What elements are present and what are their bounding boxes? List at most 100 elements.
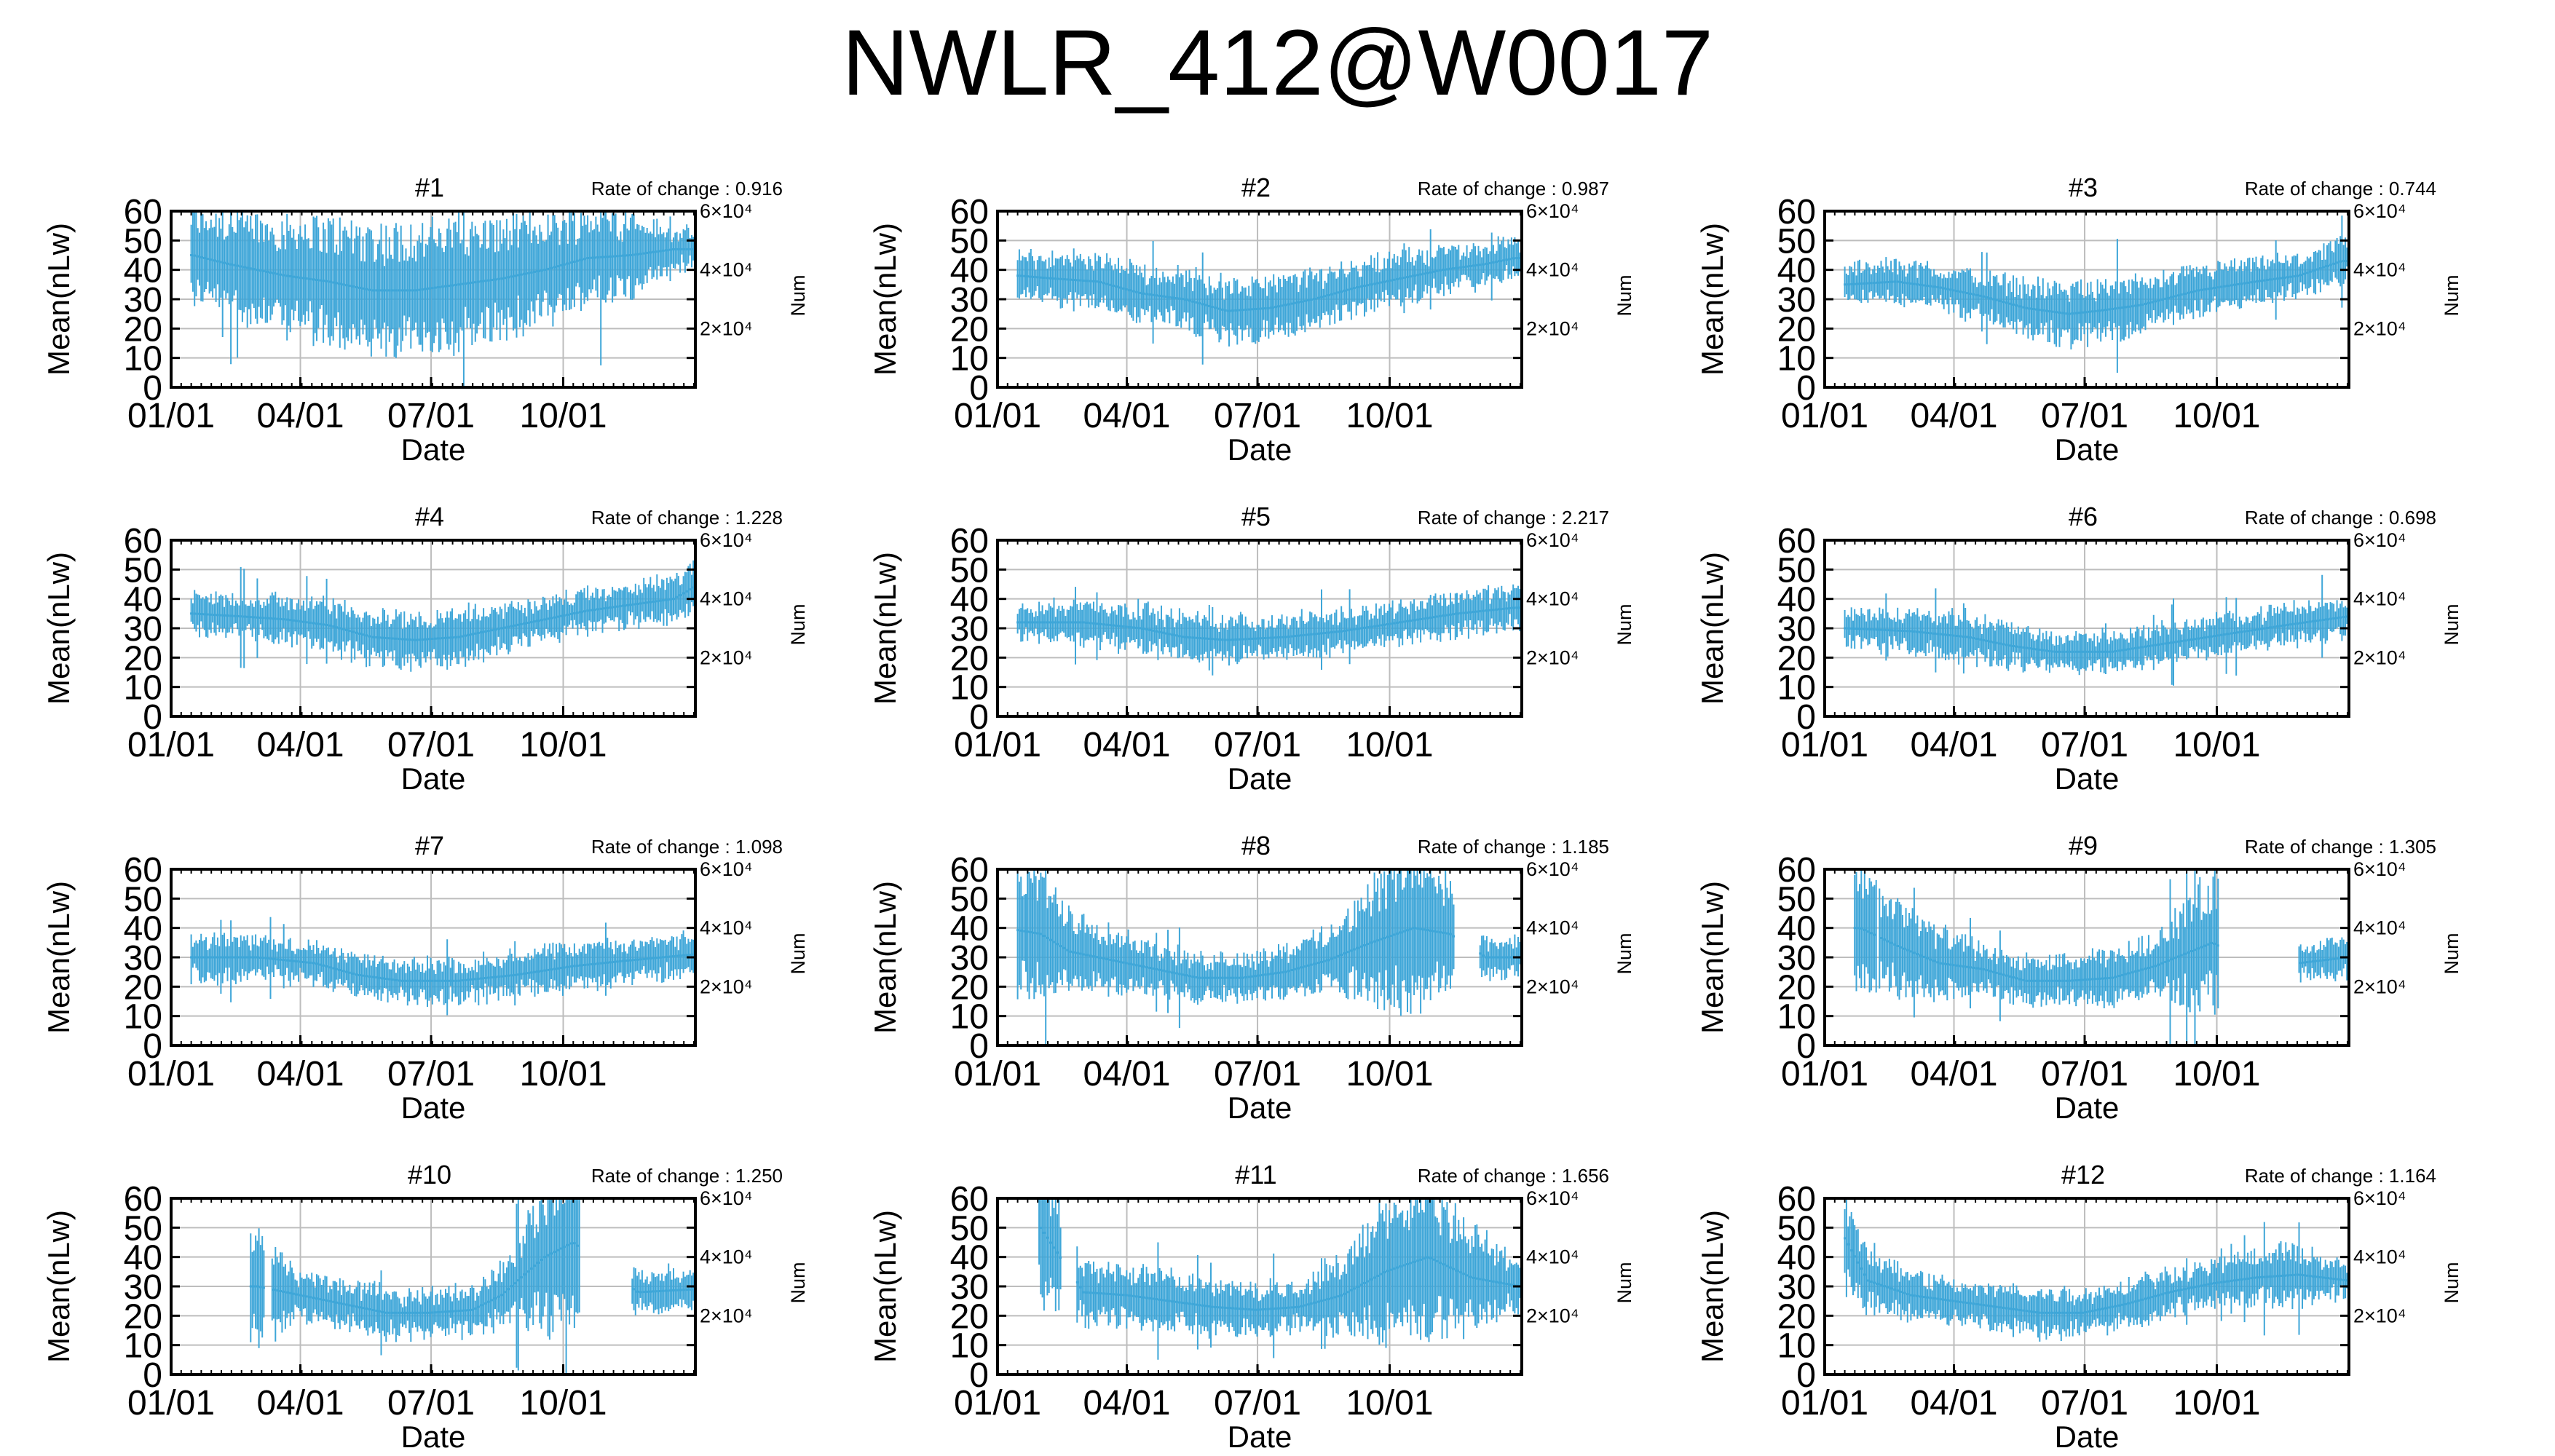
mean-point: [590, 963, 593, 966]
mean-point: [676, 248, 679, 250]
mean-point: [434, 286, 437, 289]
mean-point: [1115, 285, 1118, 288]
mean-point: [1182, 973, 1184, 976]
mean-point: [1201, 637, 1204, 640]
mean-point: [1168, 970, 1171, 973]
mean-point: [583, 610, 585, 613]
mean-point: [2114, 650, 2117, 652]
mean-point: [2326, 264, 2329, 267]
mean-point: [1264, 973, 1267, 976]
mean-point: [1059, 945, 1062, 948]
mean-point: [669, 955, 671, 958]
mean-point: [2250, 629, 2253, 632]
mean-point: [285, 274, 288, 277]
mean-point: [2051, 650, 2054, 653]
mean-point: [424, 979, 427, 982]
mean-point: [1059, 277, 1062, 280]
mean-point: [1923, 284, 1925, 287]
mean-point: [2002, 301, 2005, 304]
mean-point: [2299, 622, 2302, 625]
mean-point: [1129, 625, 1132, 628]
mean-point: [384, 978, 387, 980]
x-axis-label: Date: [1228, 761, 1292, 796]
mean-point: [481, 631, 483, 633]
y-tick-label: 50: [950, 880, 989, 919]
mean-point: [2194, 290, 2196, 293]
y-tick-label: 30: [950, 939, 989, 978]
mean-point: [652, 250, 655, 253]
mean-point: [526, 972, 529, 975]
mean-point: [1363, 626, 1366, 629]
mean-point: [1069, 621, 1072, 624]
mean-point: [2094, 650, 2097, 653]
mean-point: [547, 617, 550, 620]
mean-point: [689, 588, 692, 591]
mean-point: [2137, 304, 2140, 306]
mean-point: [2315, 268, 2318, 271]
mean-point: [2137, 646, 2140, 649]
mean-point: [1075, 951, 1078, 954]
mean-point: [395, 978, 398, 981]
mean-point: [441, 979, 443, 982]
mean-point: [1231, 976, 1233, 979]
mean-point: [662, 956, 665, 959]
mean-point: [312, 962, 315, 965]
mean-point: [1959, 290, 1962, 293]
mean-point: [2117, 306, 2120, 309]
mean-point: [2108, 650, 2111, 653]
mean-point: [444, 285, 447, 288]
mean-point: [1350, 628, 1353, 631]
mean-point: [358, 974, 361, 976]
mean-point: [1026, 275, 1029, 278]
mean-point: [1238, 976, 1241, 979]
mean-point: [2111, 307, 2114, 310]
mean-point: [341, 970, 344, 973]
mean-point: [418, 288, 421, 291]
mean-point: [2345, 615, 2348, 618]
mean-point: [296, 276, 299, 279]
mean-point: [642, 601, 645, 604]
mean-point: [1257, 974, 1260, 977]
mean-point: [642, 252, 645, 255]
mean-point: [1092, 622, 1095, 625]
mean-point: [2144, 302, 2147, 305]
x-minor-ticks: [1824, 540, 2348, 716]
mean-point: [2243, 630, 2246, 633]
mean-point: [448, 636, 450, 639]
mean-point: [1863, 282, 1866, 285]
mean-point: [636, 253, 639, 256]
mean-point: [431, 287, 434, 290]
mean-point: [1399, 931, 1402, 934]
mean-point: [666, 598, 668, 601]
mean-point: [309, 621, 312, 624]
mean-point: [1228, 309, 1231, 312]
mean-point: [299, 276, 301, 279]
mean-point: [1320, 296, 1323, 298]
mean-point: [223, 261, 226, 264]
mean-point: [649, 601, 652, 604]
mean-point: [2270, 278, 2272, 281]
mean-point: [666, 955, 668, 958]
mean-point: [2345, 260, 2348, 263]
mean-point: [1016, 929, 1019, 932]
mean-point: [1496, 261, 1498, 264]
mean-point: [312, 278, 315, 281]
mean-point: [1195, 636, 1198, 639]
y2-tick-label: 4×10⁴: [700, 259, 752, 281]
mean-point: [1475, 264, 1478, 266]
mean-point: [1936, 633, 1939, 636]
mean-point: [1880, 281, 1882, 284]
mean-point: [1234, 638, 1237, 641]
mean-point: [537, 620, 540, 622]
mean-point: [524, 622, 526, 625]
mean-point: [483, 280, 486, 282]
mean-point: [1370, 283, 1373, 286]
mean-point: [1509, 956, 1512, 959]
mean-point: [1287, 303, 1290, 306]
mean-point: [1016, 621, 1019, 624]
mean-point: [2272, 277, 2275, 280]
mean-point: [444, 979, 447, 982]
